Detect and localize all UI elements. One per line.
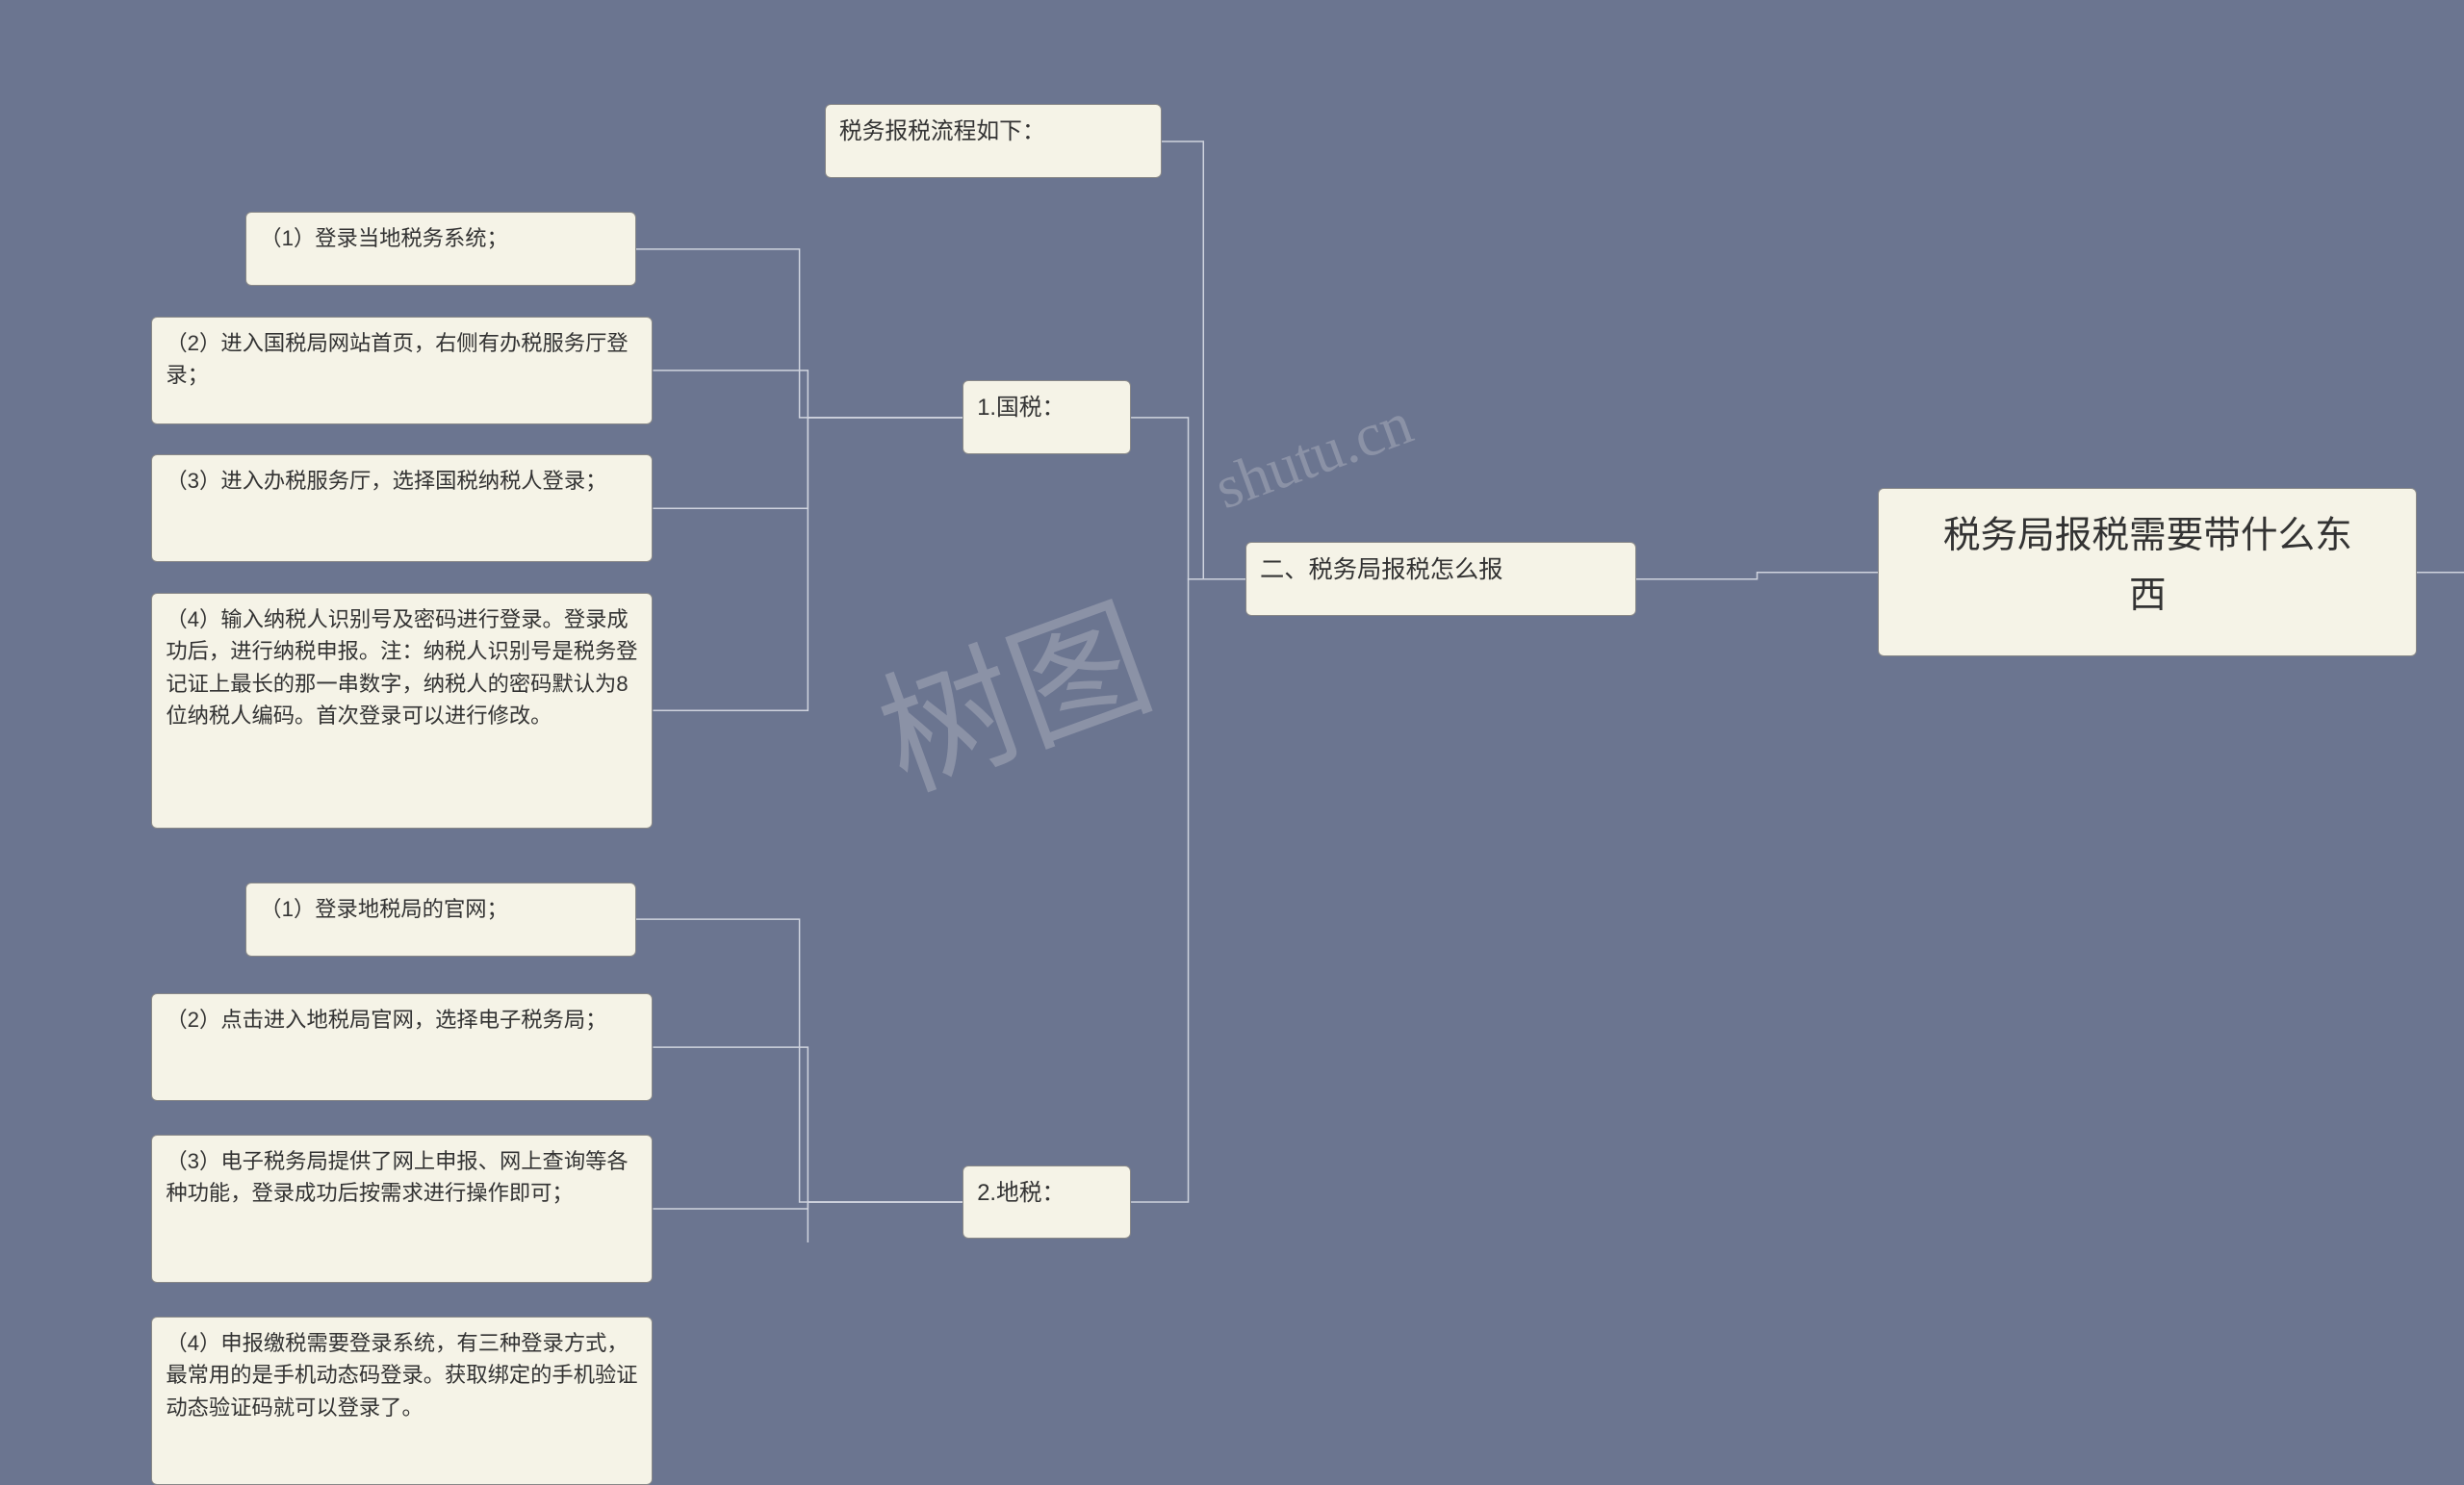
left-child-2: 2.地税：	[962, 1165, 1131, 1240]
left-child-2-leaf-3: （4）申报缴税需要登录系统，有三种登录方式，最常用的是手机动态码登录。获取绑定的…	[151, 1317, 653, 1485]
watermark-0: 树图	[850, 549, 1173, 828]
left-child-2-leaf-1: （2）点击进入地税局官网，选择电子税务局；	[151, 993, 653, 1101]
left-child-1-leaf-2: （3）进入办税服务厅，选择国税纳税人登录；	[151, 454, 653, 562]
left-branch-label: 二、税务局报税怎么报	[1245, 542, 1636, 616]
left-child-1-leaf-1: （2）进入国税局网站首页，右侧有办税服务厅登录；	[151, 317, 653, 424]
center-title-line1: 税务局报税需要带什么东	[1902, 506, 2393, 566]
left-child-1-leaf-0: （1）登录当地税务系统；	[245, 212, 636, 286]
left-child-2-leaf-2: （3）电子税务局提供了网上申报、网上查询等各种功能，登录成功后按需求进行操作即可…	[151, 1135, 653, 1283]
left-child-0: 税务报税流程如下：	[825, 104, 1162, 178]
center-node: 税务局报税需要带什么东 西	[1878, 488, 2417, 656]
center-title-line2: 西	[1902, 566, 2393, 626]
left-child-1-leaf-3: （4）输入纳税人识别号及密码进行登录。登录成功后，进行纳税申报。注：纳税人识别号…	[151, 593, 653, 829]
left-child-1: 1.国税：	[962, 380, 1131, 454]
left-child-2-leaf-0: （1）登录地税局的官网；	[245, 883, 636, 957]
watermark-1: shutu.cn	[1206, 388, 1422, 524]
